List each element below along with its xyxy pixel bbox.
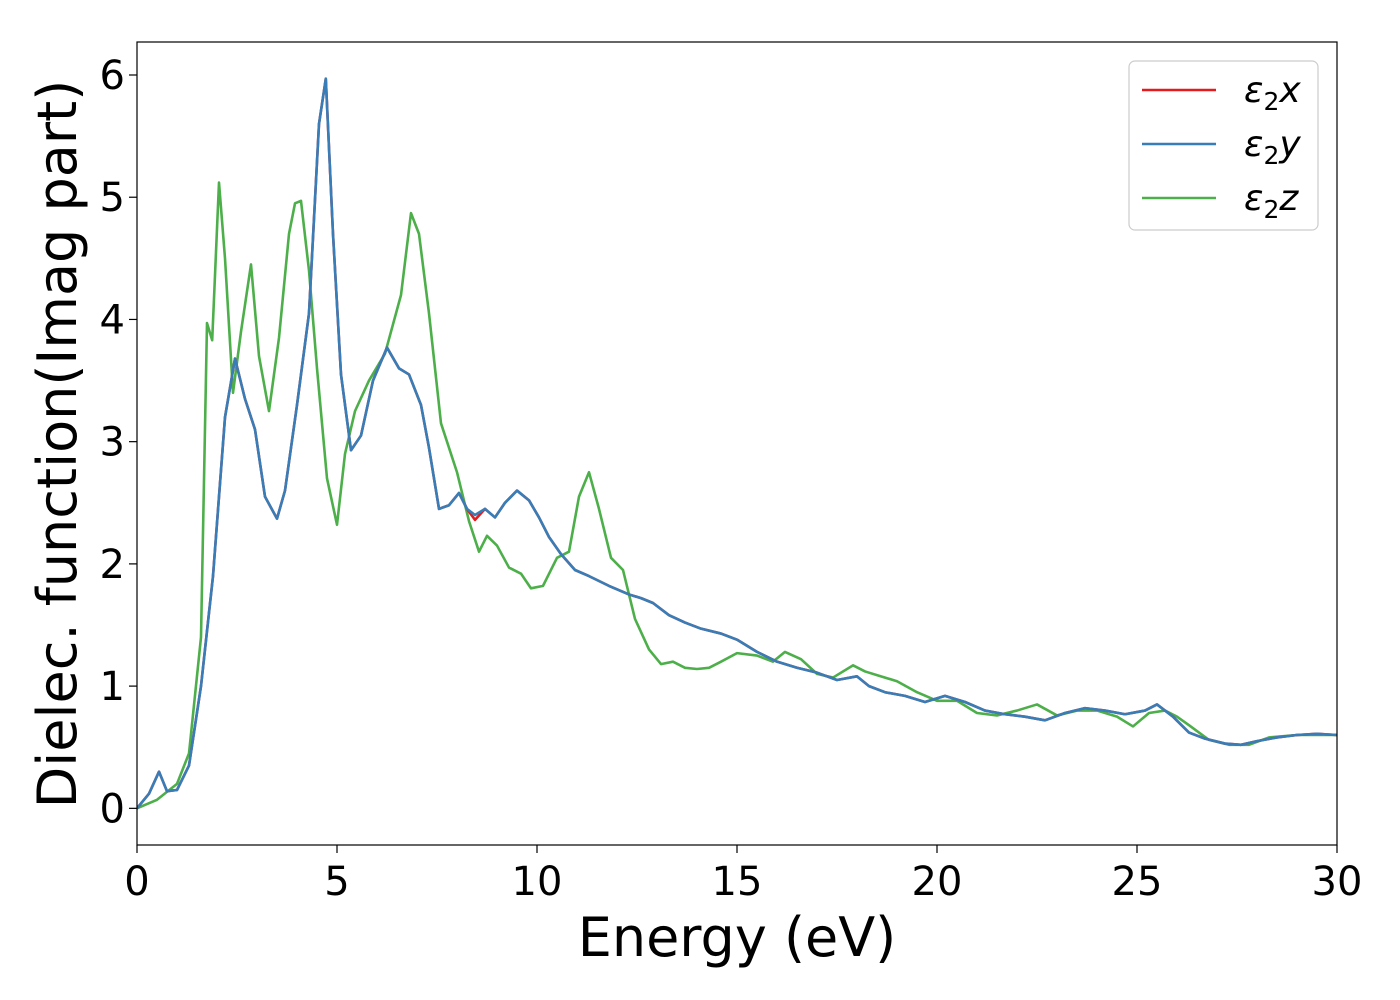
- legend-label-y: ε2y: [1244, 124, 1301, 170]
- y-tick-label: 2: [100, 542, 125, 588]
- y-axis-label: Dielec. function(Imag part): [26, 80, 89, 809]
- legend-label-z: ε2z: [1244, 178, 1299, 224]
- legend-label-x: ε2x: [1244, 70, 1301, 116]
- y-tick-label: 0: [100, 786, 125, 832]
- x-axis-label: Energy (eV): [578, 906, 897, 969]
- legend: ε2x ε2y ε2z: [1128, 60, 1319, 231]
- y-tick-label: 3: [100, 420, 125, 466]
- y-tick-label: 5: [100, 175, 125, 221]
- y-tick-label: 4: [100, 297, 125, 343]
- x-tick-label: 15: [712, 859, 763, 905]
- y-axis-ticks: 0 1 2 3 4 5 6: [100, 53, 137, 832]
- legend-frame: [1128, 60, 1319, 231]
- x-tick-label: 0: [124, 859, 149, 905]
- series-line-y: [137, 77, 1337, 810]
- x-tick-label: 10: [512, 859, 563, 905]
- x-tick-label: 30: [1312, 859, 1363, 905]
- x-tick-label: 25: [1112, 859, 1163, 905]
- x-axis-ticks: 0 5 10 15 20 25 30: [124, 845, 1362, 905]
- x-tick-label: 5: [324, 859, 349, 905]
- series-layer: [137, 77, 1337, 810]
- y-tick-label: 6: [100, 53, 125, 99]
- x-tick-label: 20: [912, 859, 963, 905]
- y-tick-label: 1: [100, 664, 125, 710]
